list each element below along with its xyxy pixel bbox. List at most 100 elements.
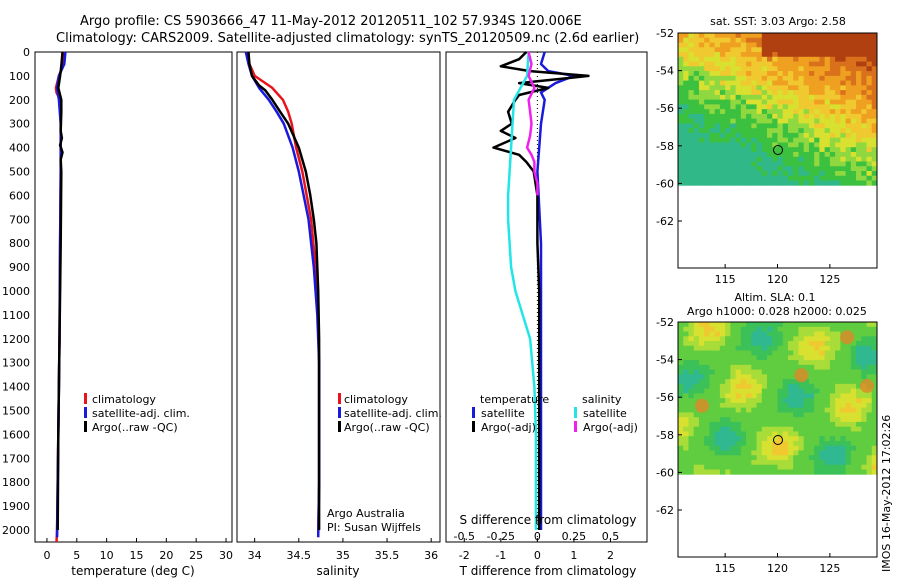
heatmap-cell	[829, 345, 836, 351]
heatmap-cell	[777, 94, 784, 101]
heatmap-cell	[704, 156, 710, 162]
heatmap-cell	[850, 37, 857, 43]
heatmap-cell	[824, 440, 831, 447]
heatmap-cell	[683, 56, 689, 62]
heatmap-cell	[761, 90, 768, 96]
heatmap-cell	[751, 393, 757, 399]
heatmap-cell	[782, 80, 789, 86]
heatmap-cell	[704, 379, 710, 385]
heatmap-cell	[730, 445, 737, 451]
heatmap-cell	[793, 151, 799, 158]
heatmap-cell	[746, 142, 752, 148]
heatmap-cell	[861, 71, 867, 77]
heatmap-cell	[709, 56, 716, 62]
heatmap-cell	[782, 161, 789, 167]
heatmap-cell	[746, 151, 752, 158]
legend-swatch-s-satellite	[574, 407, 577, 418]
heatmap-cell	[829, 109, 836, 115]
heatmap-cell	[866, 75, 873, 81]
heatmap-cell	[808, 113, 815, 120]
depth-tick-label: 600	[9, 189, 30, 202]
heatmap-cell	[840, 431, 846, 437]
heatmap-cell	[761, 132, 768, 139]
heatmap-cell	[714, 322, 721, 328]
heatmap-cell	[808, 175, 815, 181]
heatmap-cell	[746, 132, 752, 139]
heatmap-cell	[719, 469, 726, 475]
heatmap-cell	[704, 37, 710, 43]
heatmap-cell	[704, 180, 710, 186]
heatmap-cell	[824, 455, 831, 461]
heatmap-cell	[735, 128, 742, 134]
sla-map-panel: Altim. SLA: 0.1 Argo h1000: 0.028 h2000:…	[656, 291, 878, 575]
heatmap-cell	[698, 171, 705, 177]
heatmap-cell	[829, 460, 836, 466]
heatmap-cell	[861, 75, 867, 81]
heatmap-cell	[688, 326, 695, 332]
heatmap-cell	[714, 42, 721, 48]
heatmap-cell	[861, 469, 867, 475]
heatmap-cell	[803, 469, 810, 475]
heatmap-cell	[746, 341, 752, 347]
heatmap-cell	[725, 445, 731, 451]
heatmap-cell	[730, 37, 737, 43]
heatmap-cell	[856, 350, 862, 356]
heatmap-cell	[678, 99, 684, 105]
heatmap-cell	[787, 118, 794, 124]
heatmap-cell	[767, 407, 773, 413]
heatmap-cell	[704, 417, 710, 423]
heatmap-cell	[793, 71, 799, 77]
heatmap-cell	[730, 345, 737, 351]
heatmap-cell	[782, 142, 789, 148]
heatmap-cell	[719, 123, 726, 129]
heatmap-cell	[756, 171, 763, 177]
heatmap-cell	[688, 402, 695, 409]
heatmap-cell	[725, 166, 731, 172]
heatmap-cell	[856, 341, 862, 347]
heatmap-cell	[698, 94, 705, 101]
heatmap-cell	[719, 345, 726, 351]
heatmap-cell	[709, 142, 716, 148]
heatmap-cell	[777, 90, 784, 96]
heatmap-cell	[824, 355, 831, 361]
heatmap-cell	[824, 331, 831, 337]
heatmap-cell	[725, 132, 731, 139]
heatmap-cell	[850, 161, 857, 167]
heatmap-cell	[861, 407, 867, 413]
heatmap-cell	[856, 383, 862, 390]
heatmap-cell	[814, 56, 820, 62]
heatmap-cell	[861, 128, 867, 134]
heatmap-cell	[829, 71, 836, 77]
heatmap-cell	[719, 426, 726, 432]
heatmap-cell	[688, 431, 695, 437]
heatmap-cell	[678, 460, 684, 466]
heatmap-cell	[824, 326, 831, 332]
heatmap-cell	[814, 109, 820, 115]
heatmap-cell	[683, 374, 689, 380]
heatmap-cell	[845, 156, 852, 162]
heatmap-cell	[866, 99, 873, 105]
heatmap-cell	[751, 421, 757, 428]
heatmap-cell	[829, 52, 836, 58]
heatmap-cell	[803, 132, 810, 139]
heatmap-cell	[829, 137, 836, 143]
heatmap-cell	[756, 147, 763, 153]
x-tick-label: 35	[336, 549, 350, 562]
heatmap-cell	[866, 331, 873, 337]
heatmap-cell	[824, 450, 831, 456]
heatmap-cell	[714, 364, 721, 370]
heatmap-cell	[787, 369, 794, 375]
heatmap-cell	[746, 426, 752, 432]
heatmap-cell	[866, 123, 873, 129]
heatmap-cell	[819, 336, 826, 342]
heatmap-cell	[824, 147, 831, 153]
heatmap-cell	[777, 355, 784, 361]
heatmap-cell	[751, 166, 757, 172]
heatmap-cell	[767, 393, 773, 399]
heatmap-cell	[751, 94, 757, 101]
heatmap-cell	[845, 132, 852, 139]
heatmap-cell	[824, 175, 831, 181]
heatmap-cell	[751, 464, 757, 470]
heatmap-cell	[861, 345, 867, 351]
heatmap-cell	[698, 455, 705, 461]
